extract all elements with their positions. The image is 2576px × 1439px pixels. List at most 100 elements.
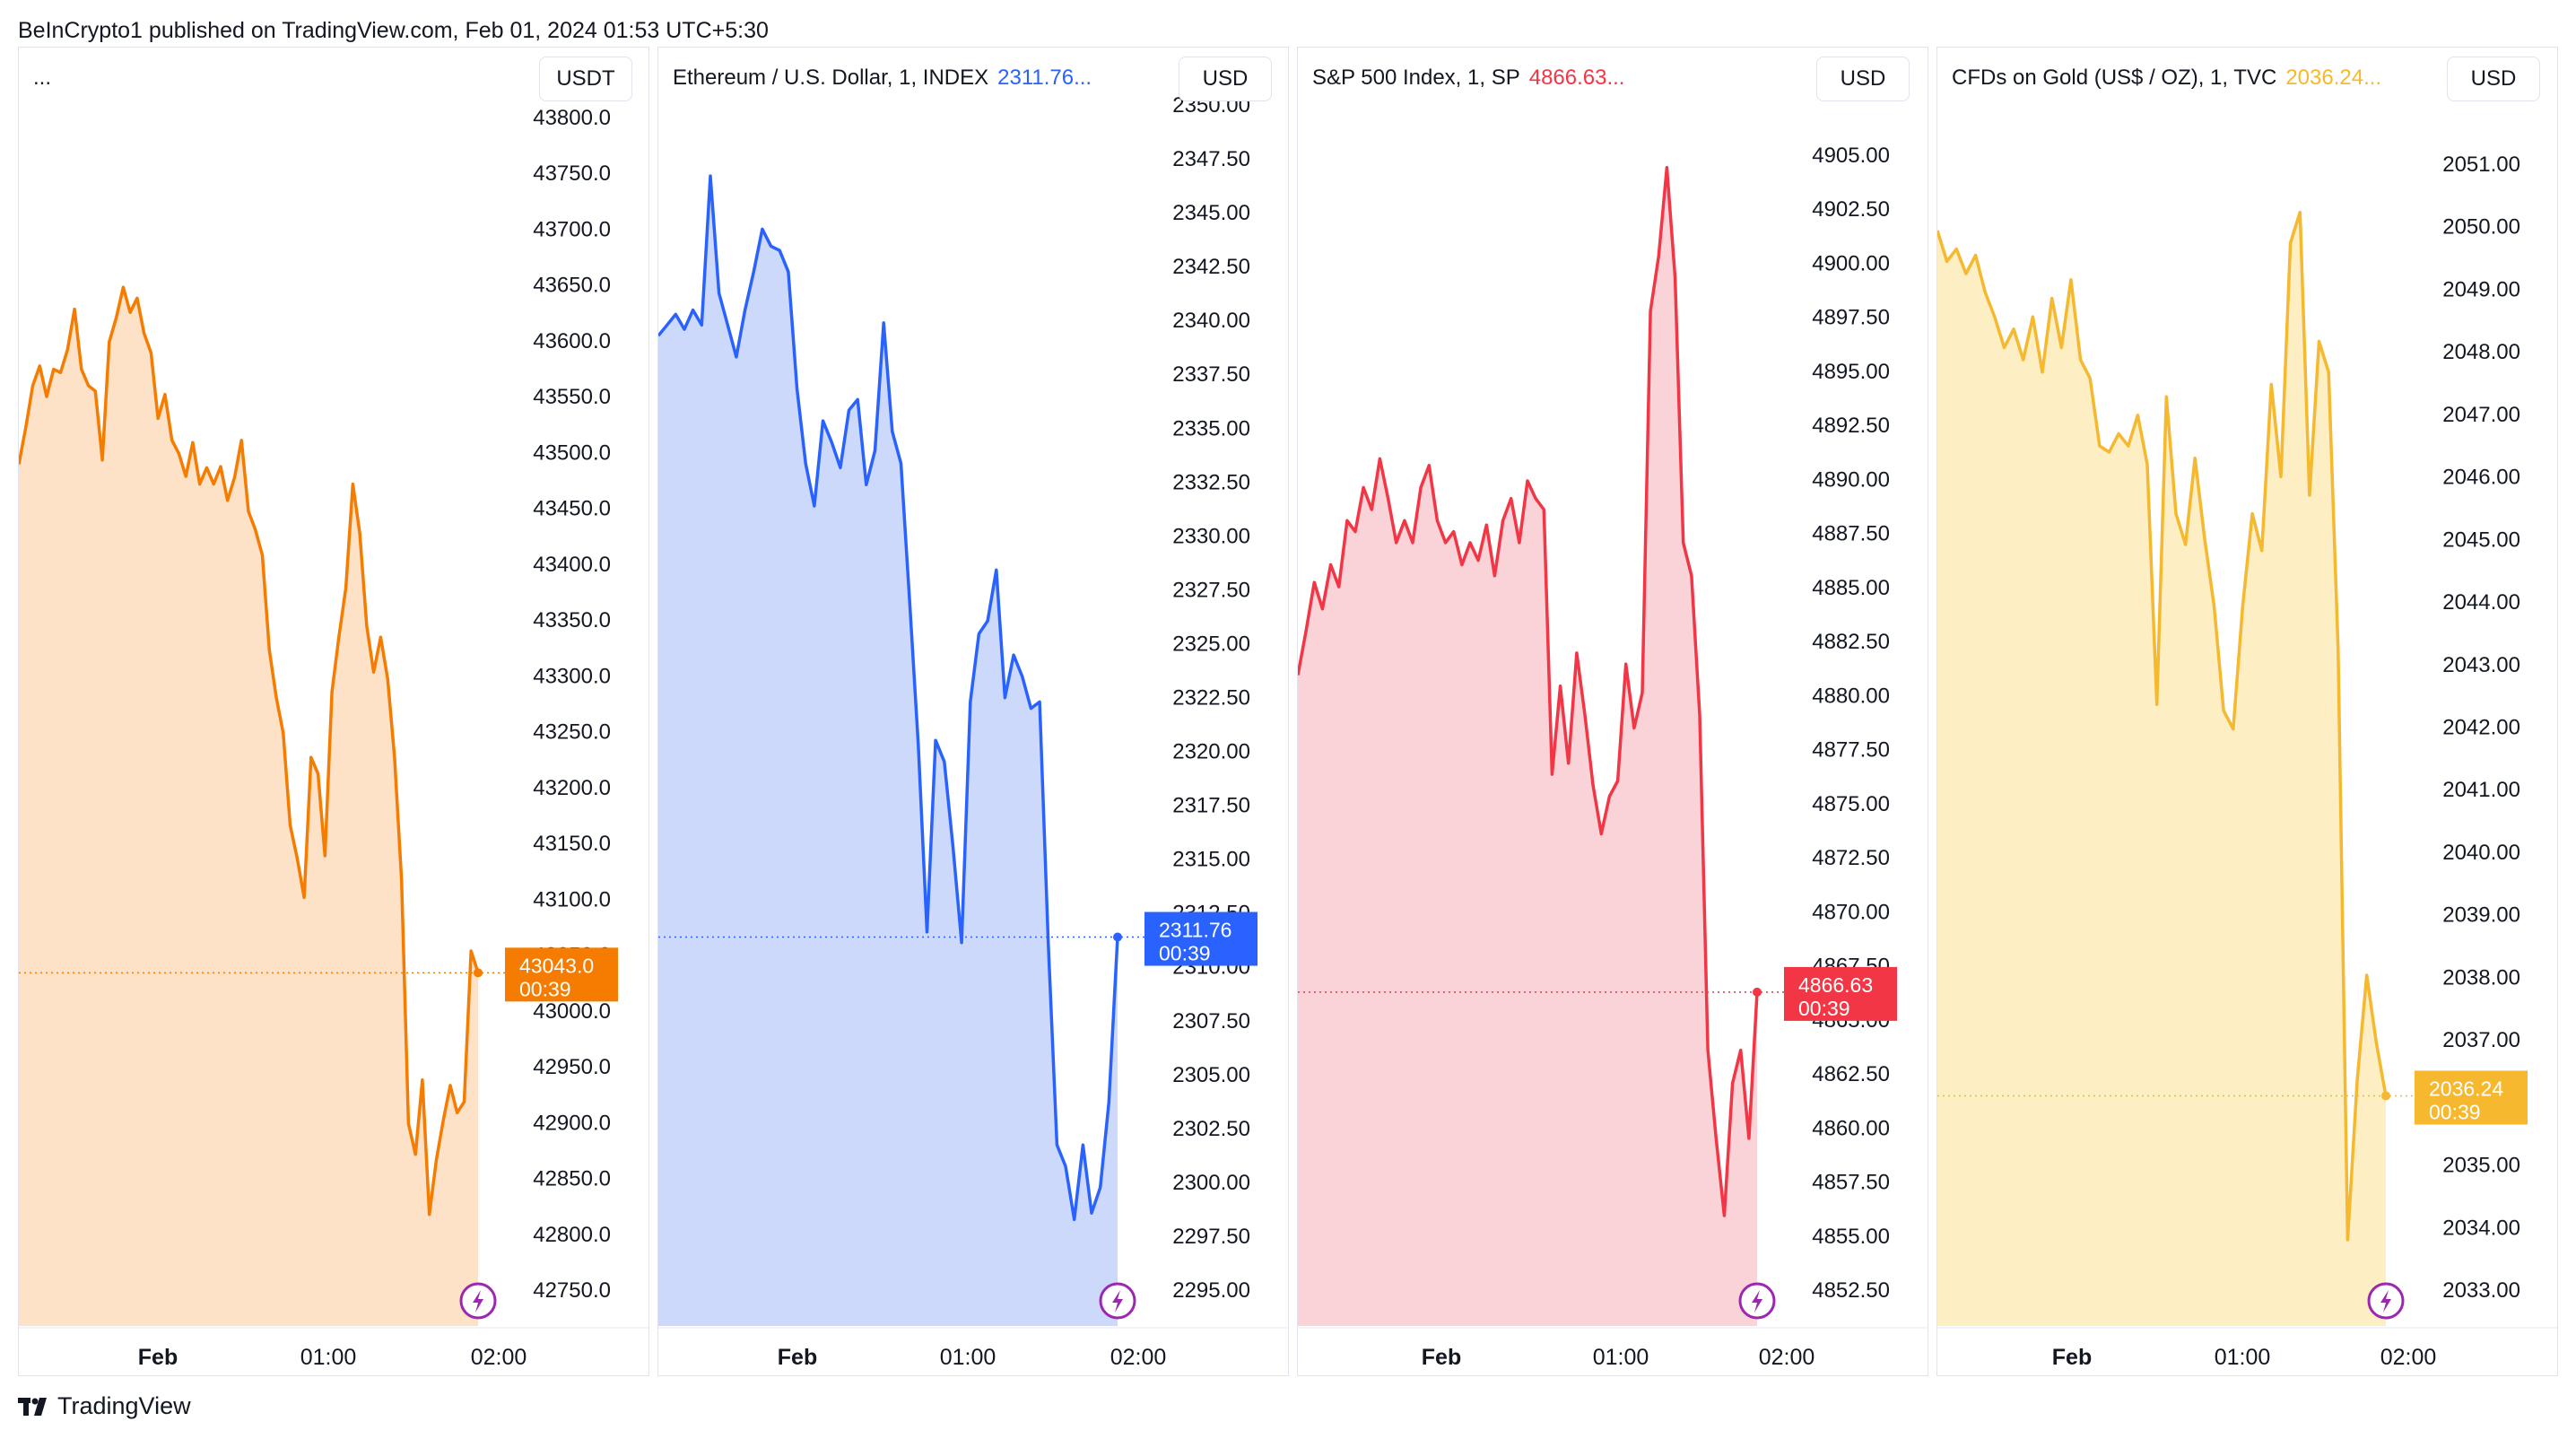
y-tick-label: 2297.50	[1172, 1225, 1250, 1249]
y-tick-label: 4892.50	[1812, 414, 1890, 438]
y-tick-label: 2295.00	[1172, 1278, 1250, 1303]
y-tick-label: 42850.0	[533, 1167, 611, 1191]
chart-panel-gold[interactable]: 2051.00 2050.00 2049.00 2048.00 2047.00 2046.…	[1936, 47, 2558, 1376]
y-tick-label: 42750.0	[533, 1278, 611, 1303]
y-tick-label: 4875.00	[1812, 792, 1890, 816]
x-tick-label: 01:00	[940, 1345, 996, 1370]
x-tick-label: Feb	[1422, 1345, 1461, 1370]
y-tick-label: 43750.0	[533, 161, 611, 186]
tradingview-logo-icon	[18, 1397, 47, 1416]
countdown-label: 00:39	[519, 977, 571, 1000]
y-tick-label: 43300.0	[533, 664, 611, 688]
y-tick-label: 43200.0	[533, 776, 611, 800]
y-tick-label: 4897.50	[1812, 306, 1890, 330]
y-tick-label: 2315.00	[1172, 848, 1250, 872]
chart-svg: 43800.0 43750.0 43700.0 43650.0 43600.0 43550…	[19, 106, 648, 1370]
chart-svg: 4905.00 4902.50 4900.00 4897.50 4895.00 4892.…	[1298, 144, 1928, 1370]
y-tick-label: 43150.0	[533, 832, 611, 856]
countdown-label: 00:39	[1798, 997, 1850, 1020]
series-line	[19, 285, 480, 1217]
x-tick-label: 02:00	[471, 1345, 527, 1370]
y-tick-label: 2322.50	[1172, 686, 1250, 711]
y-tick-label: 2048.00	[2442, 340, 2520, 364]
flash-icon	[459, 1282, 497, 1320]
last-price-label-box	[2415, 1070, 2528, 1125]
y-tick-label: 2042.00	[2442, 716, 2520, 740]
currency-button[interactable]: USD	[2447, 57, 2540, 101]
chart-panel-eth[interactable]: 2350.00 2347.50 2345.00 2342.50 2340.00 2337.…	[657, 47, 1289, 1376]
y-tick-label: 43000.0	[533, 999, 611, 1024]
published-line: BeInCrypto1 published on TradingView.com…	[18, 18, 769, 43]
series-line	[658, 174, 1119, 1222]
x-tick-label: 02:00	[1759, 1345, 1815, 1370]
chart-panel-btc[interactable]: 43800.0 43750.0 43700.0 43650.0 43600.0 43550…	[18, 47, 649, 1376]
x-tick-label: 01:00	[300, 1345, 357, 1370]
chart-title: Ethereum / U.S. Dollar, 1, INDEX 2311.76.…	[673, 65, 1092, 90]
y-tick-label: 2045.00	[2442, 528, 2520, 552]
y-tick-label: 2325.00	[1172, 632, 1250, 656]
y-tick-label: 4882.50	[1812, 630, 1890, 654]
y-tick-label: 2035.00	[2442, 1154, 2520, 1178]
currency-button[interactable]: USDT	[539, 57, 632, 101]
y-tick-label: 2038.00	[2442, 965, 2520, 990]
chart-title: S&P 500 Index, 1, SP 4866.63...	[1312, 65, 1625, 90]
currency-button[interactable]: USD	[1816, 57, 1910, 101]
y-tick-label: 4877.50	[1812, 738, 1890, 763]
y-tick-label: 2051.00	[2442, 153, 2520, 177]
y-tick-label: 2327.50	[1172, 578, 1250, 602]
y-tick-label: 42950.0	[533, 1055, 611, 1079]
x-tick-label: Feb	[2052, 1345, 2092, 1370]
y-tick-label: 2300.00	[1172, 1171, 1250, 1195]
y-tick-label: 43100.0	[533, 887, 611, 911]
y-tick-label: 2345.00	[1172, 201, 1250, 225]
y-tick-label: 4905.00	[1812, 144, 1890, 168]
y-tick-label: 42800.0	[533, 1223, 611, 1247]
y-tick-label: 43450.0	[533, 497, 611, 521]
y-tick-label: 2037.00	[2442, 1028, 2520, 1052]
chart-panel-sp500[interactable]: 4905.00 4902.50 4900.00 4897.50 4895.00 4892.…	[1297, 47, 1928, 1376]
y-tick-label: 2034.00	[2442, 1216, 2520, 1240]
x-tick-label: 01:00	[2215, 1345, 2271, 1370]
y-tick-label: 4890.00	[1812, 467, 1890, 492]
last-price-value: 2311.76	[1159, 919, 1231, 942]
y-tick-label: 2044.00	[2442, 590, 2520, 615]
y-tick-label: 2302.50	[1172, 1117, 1250, 1141]
y-tick-label: 43600.0	[533, 329, 611, 353]
y-tick-label: 4862.50	[1812, 1062, 1890, 1086]
x-tick-label: 02:00	[2380, 1345, 2437, 1370]
y-tick-label: 4885.00	[1812, 576, 1890, 600]
flash-icon	[1099, 1282, 1136, 1320]
last-price-value: 4866.63	[1798, 973, 1873, 997]
y-tick-label: 2347.50	[1172, 147, 1250, 171]
y-tick-label: 4880.00	[1812, 684, 1890, 708]
flash-icon	[1738, 1282, 1776, 1320]
y-tick-label: 2337.50	[1172, 362, 1250, 387]
x-tick-label: Feb	[138, 1345, 178, 1370]
chart-title: ...	[33, 65, 52, 90]
y-tick-label: 2033.00	[2442, 1278, 2520, 1303]
series-line	[1937, 210, 2388, 1242]
chart-svg: 2051.00 2050.00 2049.00 2048.00 2047.00 2046.…	[1937, 153, 2557, 1370]
currency-button[interactable]: USD	[1179, 57, 1272, 101]
tradingview-logo[interactable]: TradingView	[18, 1392, 191, 1420]
flash-icon-bolt	[473, 1290, 483, 1313]
last-price-dot	[1113, 932, 1122, 942]
x-tick-label: 01:00	[1593, 1345, 1649, 1370]
y-tick-label: 42900.0	[533, 1111, 611, 1135]
y-tick-label: 4857.50	[1812, 1171, 1890, 1195]
y-tick-label: 2050.00	[2442, 215, 2520, 240]
y-tick-label: 43650.0	[533, 274, 611, 298]
y-tick-label: 2046.00	[2442, 466, 2520, 490]
y-tick-label: 2330.00	[1172, 524, 1250, 548]
last-price-value: 43043.0	[519, 954, 594, 977]
x-tick-label: Feb	[778, 1345, 817, 1370]
x-tick-label: 02:00	[1110, 1345, 1167, 1370]
y-tick-label: 4860.00	[1812, 1116, 1890, 1140]
y-tick-label: 2317.50	[1172, 794, 1250, 818]
y-tick-label: 2039.00	[2442, 903, 2520, 928]
y-tick-label: 2049.00	[2442, 277, 2520, 301]
countdown-label: 00:39	[2429, 1100, 2481, 1123]
y-tick-label: 4900.00	[1812, 251, 1890, 275]
y-tick-label: 4895.00	[1812, 360, 1890, 384]
flash-icon-bolt	[1112, 1290, 1123, 1313]
